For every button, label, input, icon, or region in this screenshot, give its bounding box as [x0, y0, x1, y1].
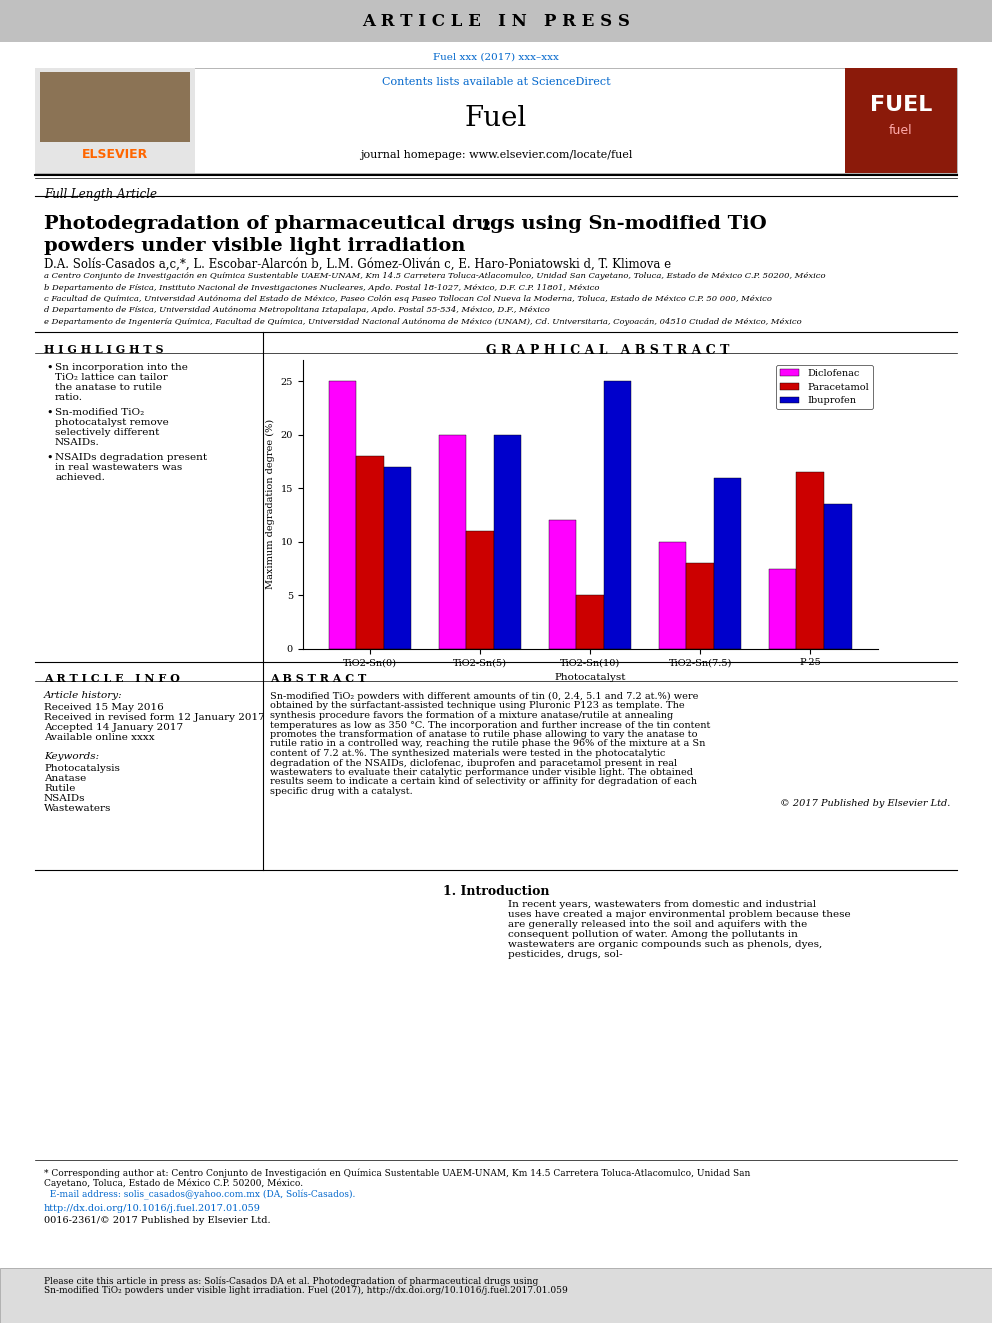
Text: FUEL: FUEL — [870, 95, 932, 115]
Text: promotes the transformation of anatase to rutile phase allowing to vary the anat: promotes the transformation of anatase t… — [270, 730, 697, 740]
Text: Rutile: Rutile — [44, 785, 75, 792]
Bar — [576, 595, 604, 648]
Text: 1. Introduction: 1. Introduction — [442, 885, 550, 898]
Text: G R A P H I C A L   A B S T R A C T: G R A P H I C A L A B S T R A C T — [486, 344, 730, 357]
Bar — [549, 520, 576, 648]
Text: TiO₂ lattice can tailor: TiO₂ lattice can tailor — [55, 373, 168, 382]
Bar — [659, 542, 686, 648]
Bar — [797, 472, 824, 648]
Text: Available online xxxx: Available online xxxx — [44, 733, 155, 742]
Text: Photodegradation of pharmaceutical drugs using Sn-modified TiO: Photodegradation of pharmaceutical drugs… — [44, 216, 767, 233]
Text: achieved.: achieved. — [55, 474, 105, 482]
Text: A B S T R A C T: A B S T R A C T — [270, 673, 366, 684]
Text: Article history:: Article history: — [44, 691, 123, 700]
Text: Sn-modified TiO₂ powders with different amounts of tin (0, 2.4, 5.1 and 7.2 at.%: Sn-modified TiO₂ powders with different … — [270, 692, 698, 701]
Bar — [714, 478, 741, 648]
Bar — [35, 67, 957, 173]
Text: E-mail address: solis_casados@yahoo.com.mx (DA, Solís-Casados).: E-mail address: solis_casados@yahoo.com.… — [44, 1189, 355, 1200]
Text: Please cite this article in press as: Solís-Casados DA et al. Photodegradation o: Please cite this article in press as: So… — [44, 1275, 539, 1286]
Text: Sn-modified TiO₂ powders under visible light irradiation. Fuel (2017), http://dx: Sn-modified TiO₂ powders under visible l… — [44, 1286, 567, 1295]
Text: 2: 2 — [481, 220, 490, 233]
Text: D.A. Solís-Casados a,c,*, L. Escobar-Alarcón b, L.M. Gómez-Oliván c, E. Haro-Pon: D.A. Solís-Casados a,c,*, L. Escobar-Ala… — [44, 258, 672, 271]
Text: powders under visible light irradiation: powders under visible light irradiation — [44, 237, 465, 255]
Bar — [35, 67, 195, 173]
Text: NSAIDs degradation present: NSAIDs degradation present — [55, 452, 207, 462]
Text: ELSEVIER: ELSEVIER — [82, 148, 148, 161]
Bar — [356, 456, 384, 648]
Text: © 2017 Published by Elsevier Ltd.: © 2017 Published by Elsevier Ltd. — [780, 799, 950, 808]
Text: consequent pollution of water. Among the pollutants in: consequent pollution of water. Among the… — [508, 930, 798, 939]
Text: Accepted 14 January 2017: Accepted 14 January 2017 — [44, 722, 184, 732]
Text: Sn incorporation into the: Sn incorporation into the — [55, 363, 187, 372]
Text: pesticides, drugs, sol-: pesticides, drugs, sol- — [508, 950, 623, 959]
Text: NSAIDs: NSAIDs — [44, 794, 85, 803]
Text: H I G H L I G H T S: H I G H L I G H T S — [44, 344, 164, 355]
Text: content of 7.2 at.%. The synthesized materials were tested in the photocatalytic: content of 7.2 at.%. The synthesized mat… — [270, 749, 666, 758]
Text: •: • — [46, 407, 53, 418]
Legend: Diclofenac, Paracetamol, Ibuprofen: Diclofenac, Paracetamol, Ibuprofen — [776, 365, 873, 409]
Text: Fuel xxx (2017) xxx–xxx: Fuel xxx (2017) xxx–xxx — [434, 53, 558, 61]
Text: specific drug with a catalyst.: specific drug with a catalyst. — [270, 787, 413, 796]
Text: photocatalyst remove: photocatalyst remove — [55, 418, 169, 427]
Bar — [40, 71, 190, 142]
Bar — [466, 531, 494, 648]
Text: synthesis procedure favors the formation of a mixture anatase/rutile at annealin: synthesis procedure favors the formation… — [270, 710, 674, 720]
Text: e Departamento de Ingeniería Química, Facultad de Química, Universidad Nacional : e Departamento de Ingeniería Química, Fa… — [44, 318, 802, 325]
Text: wastewaters to evaluate their catalytic performance under visible light. The obt: wastewaters to evaluate their catalytic … — [270, 767, 693, 777]
Text: uses have created a major environmental problem because these: uses have created a major environmental … — [508, 910, 850, 919]
Text: d Departamento de Física, Universidad Autónoma Metropolitana Iztapalapa, Apdo. P: d Departamento de Física, Universidad Au… — [44, 307, 550, 315]
Bar — [845, 67, 957, 173]
Text: http://dx.doi.org/10.1016/j.fuel.2017.01.059: http://dx.doi.org/10.1016/j.fuel.2017.01… — [44, 1204, 261, 1213]
Bar — [0, 0, 992, 42]
Text: A R T I C L E   I N F O: A R T I C L E I N F O — [44, 673, 180, 684]
Text: are generally released into the soil and aquifers with the: are generally released into the soil and… — [508, 919, 807, 929]
Text: rutile ratio in a controlled way, reaching the rutile phase the 96% of the mixtu: rutile ratio in a controlled way, reachi… — [270, 740, 705, 749]
Bar — [769, 569, 797, 648]
Text: Full Length Article: Full Length Article — [44, 188, 157, 201]
Bar — [824, 504, 851, 648]
Text: 0016-2361/© 2017 Published by Elsevier Ltd.: 0016-2361/© 2017 Published by Elsevier L… — [44, 1216, 271, 1225]
Text: journal homepage: www.elsevier.com/locate/fuel: journal homepage: www.elsevier.com/locat… — [360, 149, 632, 160]
Bar — [604, 381, 632, 648]
Bar — [0, 1267, 992, 1323]
Text: selectively different: selectively different — [55, 429, 160, 437]
Text: Contents lists available at ScienceDirect: Contents lists available at ScienceDirec… — [382, 77, 610, 87]
Text: in real wastewaters was: in real wastewaters was — [55, 463, 183, 472]
Text: * Corresponding author at: Centro Conjunto de Investigación en Química Sustentab: * Corresponding author at: Centro Conjun… — [44, 1168, 750, 1177]
Text: b Departamento de Física, Instituto Nacional de Investigaciones Nucleares, Apdo.: b Departamento de Física, Instituto Naci… — [44, 283, 599, 291]
Text: Received in revised form 12 January 2017: Received in revised form 12 January 2017 — [44, 713, 265, 722]
Text: In recent years, wastewaters from domestic and industrial: In recent years, wastewaters from domest… — [508, 900, 816, 909]
Text: results seem to indicate a certain kind of selectivity or affinity for degradati: results seem to indicate a certain kind … — [270, 778, 697, 786]
Text: obtained by the surfactant-assisted technique using Pluronic P123 as template. T: obtained by the surfactant-assisted tech… — [270, 701, 684, 710]
X-axis label: Photocatalyst: Photocatalyst — [555, 673, 626, 683]
Text: the anatase to rutile: the anatase to rutile — [55, 382, 162, 392]
Bar — [438, 435, 466, 648]
Text: wastewaters are organic compounds such as phenols, dyes,: wastewaters are organic compounds such a… — [508, 941, 822, 949]
Text: degradation of the NSAIDs, diclofenac, ibuprofen and paracetamol present in real: degradation of the NSAIDs, diclofenac, i… — [270, 758, 678, 767]
Text: fuel: fuel — [889, 123, 913, 136]
Bar — [384, 467, 412, 648]
Text: Anatase: Anatase — [44, 774, 86, 783]
Text: a Centro Conjunto de Investigación en Química Sustentable UAEM-UNAM, Km 14.5 Car: a Centro Conjunto de Investigación en Qu… — [44, 273, 825, 280]
Y-axis label: Maximum degradation degree (%): Maximum degradation degree (%) — [266, 419, 275, 590]
Text: Fuel: Fuel — [465, 105, 527, 131]
Bar — [494, 435, 522, 648]
Text: •: • — [46, 452, 53, 463]
Text: NSAIDs.: NSAIDs. — [55, 438, 100, 447]
Text: Keywords:: Keywords: — [44, 751, 99, 761]
Text: Cayetano, Toluca, Estado de México C.P. 50200, México.: Cayetano, Toluca, Estado de México C.P. … — [44, 1179, 304, 1188]
Text: Photocatalysis: Photocatalysis — [44, 763, 120, 773]
Text: temperatures as low as 350 °C. The incorporation and further increase of the tin: temperatures as low as 350 °C. The incor… — [270, 721, 710, 729]
Text: ratio.: ratio. — [55, 393, 83, 402]
Text: c Facultad de Química, Universidad Autónoma del Estado de México, Paseo Colón es: c Facultad de Química, Universidad Autón… — [44, 295, 772, 303]
Text: Received 15 May 2016: Received 15 May 2016 — [44, 703, 164, 712]
Bar — [686, 564, 714, 648]
Text: Wastewaters: Wastewaters — [44, 804, 111, 814]
Text: •: • — [46, 363, 53, 373]
Text: A R T I C L E   I N   P R E S S: A R T I C L E I N P R E S S — [362, 12, 630, 29]
Text: Sn-modified TiO₂: Sn-modified TiO₂ — [55, 407, 144, 417]
Bar — [328, 381, 356, 648]
